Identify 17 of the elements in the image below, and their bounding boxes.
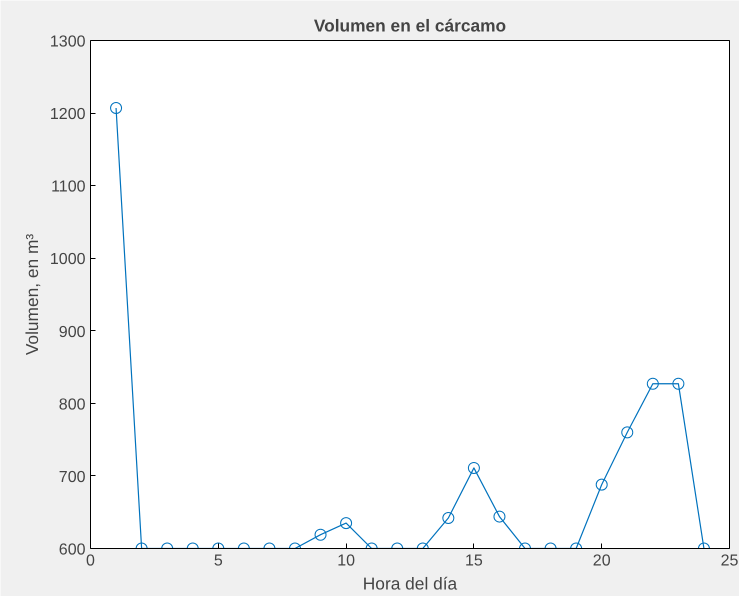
x-tick-label: 10 [337,552,356,570]
y-tick-label: 1300 [50,34,86,50]
y-axis-title: Volumen, en m³ [22,234,42,356]
x-tick-label: 25 [720,552,738,570]
x-tick-label: 15 [465,552,483,570]
x-axis-title: Hora del día [362,574,458,594]
y-tick-label: 700 [58,468,86,486]
y-tick-label: 600 [58,542,86,558]
x-tick-label: 0 [86,552,96,570]
x-tick-label: 20 [592,552,611,570]
chart-title: Volumen en el cárcamo [314,16,506,36]
y-tick-label: 1000 [50,251,86,268]
y-tick-label: 800 [58,396,86,414]
y-tick-label: 1200 [50,106,86,124]
y-tick-label: 900 [58,324,86,341]
x-tick-label: 5 [214,552,223,570]
y-tick-label: 1100 [51,178,86,196]
